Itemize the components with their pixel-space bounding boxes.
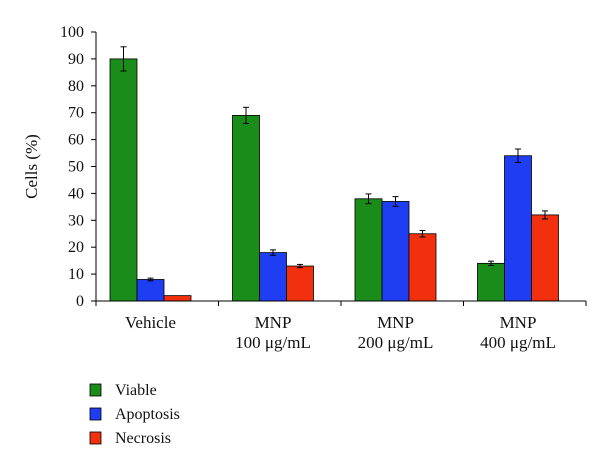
bar	[381, 201, 410, 302]
bar	[259, 252, 287, 302]
legend-swatch	[89, 431, 102, 445]
legend-label: Necrosis	[115, 430, 171, 447]
x-tick-label: MNP	[255, 313, 292, 332]
y-axis-label: Cells (%)	[22, 134, 41, 199]
bar	[504, 155, 532, 302]
bar	[354, 198, 383, 302]
bars	[109, 58, 559, 302]
legend-label: Viable	[115, 382, 157, 399]
legend-swatch	[89, 407, 102, 421]
legend-swatch	[89, 383, 102, 397]
y-tick-label: 60	[68, 132, 84, 149]
bar	[408, 233, 437, 302]
x-tick-label: MNP	[500, 313, 537, 332]
y-tick-label: 100	[60, 24, 84, 41]
y-tick-label: 0	[76, 293, 84, 310]
x-tick-label: 100 μg/mL	[235, 333, 311, 352]
bar	[232, 114, 260, 302]
y-tick-label: 30	[68, 212, 84, 229]
x-tick-label: 200 μg/mL	[358, 333, 434, 352]
y-tick-label: 20	[68, 239, 84, 256]
x-tick-label: Vehicle	[125, 313, 176, 332]
y-tick-label: 90	[68, 51, 84, 68]
y-tick-label: 50	[68, 159, 84, 176]
y-tick-label: 10	[68, 266, 84, 283]
legend: Viable Apoptosis Necrosis	[89, 382, 180, 447]
y-axis: 0 10 20 30 40 50 60 70 80 90 100	[60, 24, 97, 310]
y-tick-label: 80	[68, 78, 84, 95]
bar	[109, 58, 138, 302]
legend-label: Apoptosis	[115, 406, 180, 423]
bar	[136, 279, 165, 302]
bar	[477, 262, 505, 302]
y-tick-label: 40	[68, 185, 84, 202]
bar	[531, 214, 559, 302]
x-tick-label: 400 μg/mL	[480, 333, 556, 352]
y-tick-label: 70	[68, 105, 84, 122]
bar	[163, 295, 192, 302]
error-bars	[120, 46, 548, 282]
bar	[286, 265, 314, 302]
x-tick-label: MNP	[377, 313, 414, 332]
